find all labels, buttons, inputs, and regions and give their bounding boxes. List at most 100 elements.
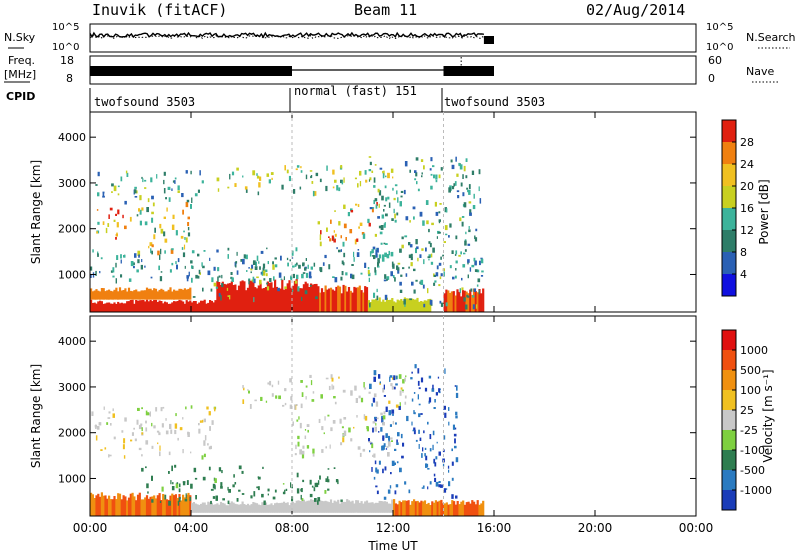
velocity-point-317 [300,380,303,383]
power-fill-114 [169,287,172,300]
power-point-756 [277,287,280,292]
power-point-847 [197,253,200,257]
velocity-point-428 [210,500,212,505]
power-point-381 [383,170,385,176]
power-point-281 [124,225,127,230]
velocity-fill-143 [347,500,351,513]
power-point-599 [432,165,435,168]
power-point-570 [379,231,383,235]
power-point-833 [313,262,316,267]
velocity-fill-23 [131,492,134,516]
power-point-342 [181,193,184,198]
velocity-point-460 [177,500,180,506]
power-point-486 [383,279,387,282]
power-point-325 [151,244,154,248]
velocity-fill-169 [394,503,397,516]
power-point-797 [229,295,231,300]
x-tick-label-3: 12:00 [376,521,411,535]
power-point-686 [400,274,403,277]
velocity-point-679 [372,421,376,424]
velocity-point-435 [218,467,222,472]
power-point-593 [435,174,438,180]
power-point-789 [310,266,313,270]
power-point-305 [151,217,154,223]
power-point-809 [203,250,206,252]
power-point-321 [164,238,168,243]
power-point-527 [374,164,377,166]
cpid-label: CPID [6,90,35,103]
velocity-fill-12 [111,499,114,516]
velocity-point-409 [319,475,321,480]
power-point-488 [464,304,468,310]
noise-search-line [89,34,485,40]
velocity-point-432 [282,491,286,495]
velocity-point-531 [413,410,415,415]
x-axis-label: Time UT [367,539,418,553]
velocity-point-593 [418,387,421,390]
velocity-colorbar-cell-1 [722,350,736,371]
power-ytick-label-3: 1000 [58,268,86,281]
power-point-918 [160,271,163,273]
power-point-282 [115,213,117,216]
power-point-354 [168,197,171,202]
power-point-513 [463,297,466,302]
power-point-635 [423,303,426,308]
power-point-418 [369,177,372,181]
velocity-colorbar-cell-6 [722,450,736,471]
velocity-point-307 [151,422,153,427]
velocity-point-266 [211,420,214,425]
power-point-298 [171,224,175,230]
power-point-447 [342,241,345,247]
power-colorbar-label-4: 12 [740,224,754,237]
power-point-540 [377,216,380,219]
power-point-861 [235,264,237,268]
power-point-688 [461,221,464,227]
velocity-point-689 [340,442,343,446]
power-colorbar-cell-6 [722,252,736,275]
velocity-colorbar-cell-2 [722,370,736,391]
power-point-422 [296,165,300,168]
power-fill-177 [308,287,311,312]
power-point-832 [427,256,431,259]
velocity-point-270 [133,427,135,430]
velocity-point-396 [193,467,197,473]
power-point-546 [381,214,385,219]
power-colorbar-cell-0 [722,120,736,143]
power-point-396 [271,177,273,180]
power-point-768 [265,273,268,277]
velocity-point-657 [432,384,434,390]
power-fill-203 [355,287,358,312]
velocity-point-439 [178,497,181,502]
velocity-fill-117 [301,500,304,513]
power-point-585 [439,300,442,304]
velocity-point-440 [263,500,266,505]
power-fill-262 [474,291,477,312]
velocity-fill-191 [434,500,437,516]
velocity-point-527 [372,427,374,433]
velocity-fill-104 [277,503,280,513]
power-point-888 [263,278,266,281]
power-point-818 [384,252,387,257]
velocity-point-457 [161,486,164,492]
velocity-point-554 [387,489,391,494]
power-fill-221 [387,300,390,312]
power-point-579 [415,157,419,161]
velocity-point-296 [214,407,216,412]
power-point-698 [475,228,478,232]
velocity-point-687 [339,418,342,424]
velocity-fill-209 [467,501,470,516]
velocity-point-462 [227,486,229,491]
power-point-501 [467,295,470,298]
frequency-left-unit: [MHz] [4,68,36,81]
power-fill-70 [90,288,93,300]
power-point-660 [373,177,376,183]
power-fill-192 [335,286,338,312]
x-tick-label-4: 16:00 [477,521,512,535]
power-point-617 [427,288,429,294]
velocity-fill-196 [443,503,447,516]
velocity-point-508 [419,437,422,441]
velocity-fill-178 [411,501,414,516]
velocity-point-280 [141,427,143,432]
power-point-374 [165,197,167,200]
